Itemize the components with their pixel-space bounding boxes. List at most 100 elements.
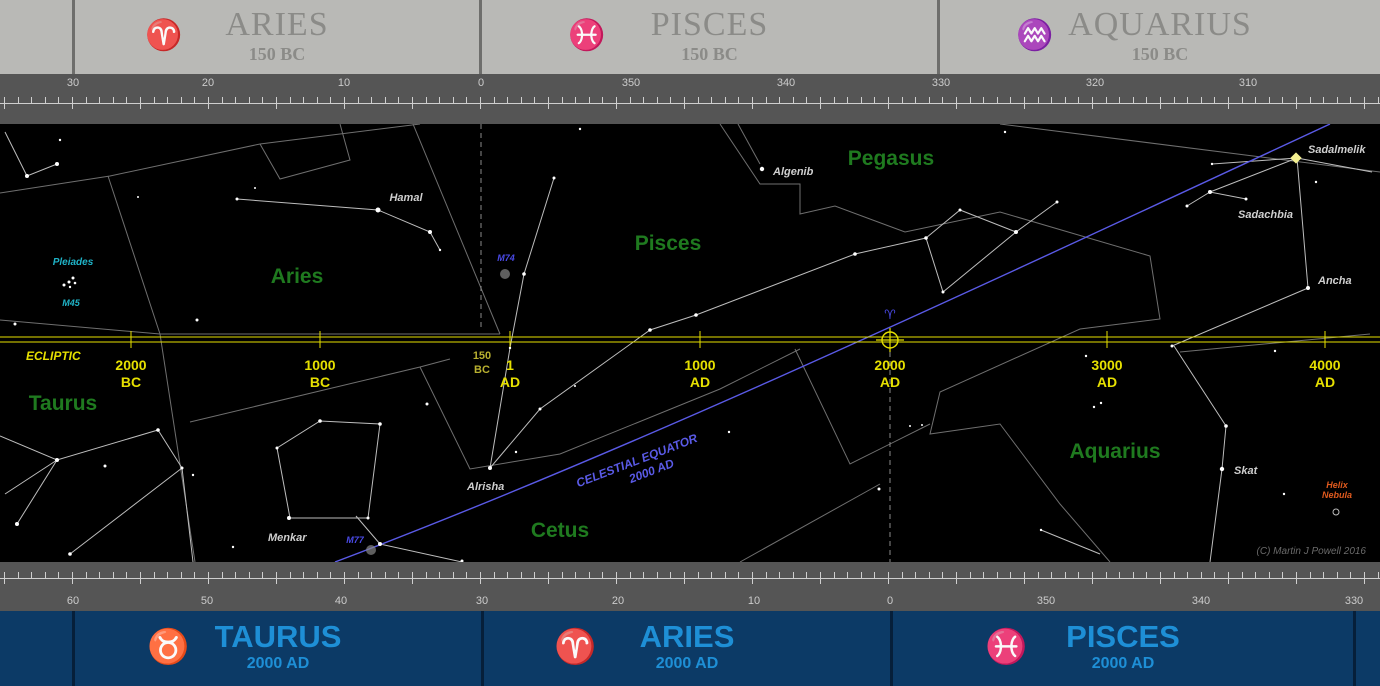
scale-tick bbox=[874, 572, 876, 579]
scale-tick bbox=[126, 572, 128, 579]
scale-tick bbox=[58, 97, 60, 104]
deep-sky-label: Nebula bbox=[1322, 490, 1352, 500]
scale-tick bbox=[1241, 572, 1243, 579]
scale-tick bbox=[1132, 97, 1134, 104]
scale-tick bbox=[1160, 97, 1161, 109]
scale-tick bbox=[520, 572, 522, 579]
scale-label: 50 bbox=[200, 595, 214, 607]
scale-label: 340 bbox=[1191, 595, 1211, 607]
scale-tick bbox=[833, 572, 835, 579]
star-label: Hamal bbox=[389, 192, 423, 204]
scale-label: 20 bbox=[201, 77, 215, 89]
scale-tick bbox=[534, 572, 536, 579]
deep-sky-label: M74 bbox=[497, 253, 515, 263]
scale-tick bbox=[629, 97, 631, 104]
scale-tick bbox=[928, 97, 930, 104]
scale-tick bbox=[1092, 97, 1093, 109]
top-longitude-scale: 30 20 10 0 350 340 330 320 310 bbox=[0, 74, 1380, 124]
scale-tick bbox=[969, 97, 971, 104]
scale-tick bbox=[847, 97, 849, 104]
scale-tick bbox=[85, 97, 87, 104]
scale-tick bbox=[1364, 572, 1365, 584]
scale-tick bbox=[1323, 97, 1325, 104]
scale-tick bbox=[561, 572, 563, 579]
scale-tick bbox=[1119, 572, 1121, 579]
scale-tick bbox=[493, 97, 495, 104]
scale-tick bbox=[1323, 572, 1325, 579]
sign-epoch: 150 BC bbox=[248, 44, 306, 64]
scale-tick bbox=[1296, 572, 1297, 584]
scale-tick bbox=[928, 572, 930, 579]
sadalmelik-star bbox=[1290, 152, 1302, 164]
scale-tick bbox=[874, 97, 876, 104]
scale-label: 350 bbox=[621, 77, 641, 89]
scale-tick bbox=[153, 572, 155, 579]
bottom-sign-taurus: ♉ TAURUS 2000 AD bbox=[75, 611, 481, 686]
scale-tick bbox=[493, 572, 495, 579]
scale-tick bbox=[180, 97, 182, 104]
bottom-sign-pisces: ♓ PISCES 2000 AD bbox=[893, 611, 1353, 686]
scale-tick bbox=[262, 572, 264, 579]
scale-tick bbox=[711, 97, 713, 104]
scale-tick bbox=[371, 572, 373, 579]
scale-tick bbox=[779, 97, 781, 104]
scale-tick bbox=[412, 572, 413, 584]
scale-tick bbox=[99, 97, 101, 104]
scale-tick bbox=[969, 572, 971, 579]
taurus-glyph-icon: ♉ bbox=[147, 628, 190, 666]
scale-tick bbox=[371, 97, 373, 104]
scale-tick bbox=[1268, 572, 1270, 579]
scale-tick bbox=[915, 572, 917, 579]
scale-tick bbox=[1336, 572, 1338, 579]
scale-tick bbox=[1064, 97, 1066, 104]
date-label: BC bbox=[474, 364, 490, 376]
star-label: Algenib bbox=[772, 166, 814, 178]
top-zodiac-band bbox=[0, 0, 1380, 74]
scale-tick bbox=[1078, 97, 1080, 104]
scale-tick bbox=[956, 97, 957, 109]
scale-tick bbox=[72, 97, 73, 109]
scale-tick bbox=[629, 572, 631, 579]
scale-tick bbox=[276, 572, 277, 584]
scale-tick bbox=[1146, 572, 1148, 579]
scale-tick bbox=[412, 97, 413, 109]
scale-label: 330 bbox=[931, 77, 951, 89]
date-label: 4000 bbox=[1309, 357, 1340, 373]
scale-tick bbox=[956, 572, 957, 584]
scale-tick bbox=[1010, 97, 1012, 104]
scale-tick bbox=[779, 572, 781, 579]
m77-galaxy bbox=[366, 545, 376, 555]
date-label: AD bbox=[690, 374, 710, 390]
deep-sky-label: Pleiades bbox=[53, 257, 94, 268]
scale-tick bbox=[194, 97, 196, 104]
scale-tick bbox=[330, 97, 332, 104]
scale-tick bbox=[17, 97, 19, 104]
scale-tick bbox=[221, 572, 223, 579]
scale-tick bbox=[1364, 97, 1365, 109]
scale-tick bbox=[1146, 97, 1148, 104]
helix-nebula-icon bbox=[1332, 508, 1340, 516]
date-label: 1 bbox=[506, 357, 514, 373]
scale-tick bbox=[1228, 572, 1229, 584]
scale-tick bbox=[1092, 572, 1093, 584]
scale-label: 20 bbox=[611, 595, 625, 607]
scale-tick bbox=[860, 572, 862, 579]
date-label: AD bbox=[1315, 374, 1335, 390]
ecliptic-label: ECLIPTIC bbox=[26, 349, 81, 363]
bottom-zodiac-band bbox=[0, 611, 1380, 686]
date-label: AD bbox=[880, 374, 900, 390]
scale-tick bbox=[820, 97, 821, 109]
scale-tick bbox=[1064, 572, 1066, 579]
scale-tick bbox=[480, 97, 481, 109]
ecliptic-line bbox=[0, 331, 1380, 348]
scale-tick bbox=[31, 572, 33, 579]
credit-text: (C) Martin J Powell 2016 bbox=[1257, 546, 1367, 557]
scale-tick bbox=[1132, 572, 1134, 579]
band-divider bbox=[890, 611, 893, 686]
scale-tick bbox=[1214, 572, 1216, 579]
scale-tick bbox=[860, 97, 862, 104]
scale-tick bbox=[820, 572, 821, 584]
constellation-name: Pegasus bbox=[848, 147, 934, 170]
scale-tick bbox=[792, 97, 794, 104]
scale-tick bbox=[303, 572, 305, 579]
